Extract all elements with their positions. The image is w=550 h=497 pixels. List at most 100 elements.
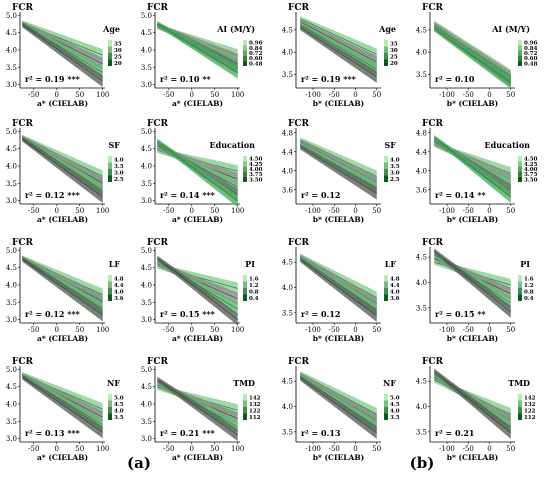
y-tick-label: 4.5 <box>282 378 293 386</box>
legend-color-swatch <box>108 394 112 401</box>
regression-line <box>300 18 377 55</box>
y-axis-label: FCR <box>12 357 34 367</box>
legend-tick-label: 3.6 <box>114 296 124 302</box>
legend-tick-label: 142 <box>524 395 536 401</box>
legend-color-swatch <box>243 60 247 66</box>
x-axis-label: a* (CIELAB) <box>37 215 88 224</box>
y-tick-label: 5.0 <box>6 12 17 20</box>
legend-color-swatch <box>518 281 522 288</box>
legend-color-swatch <box>243 413 247 420</box>
legend-tick-label: 142 <box>249 395 261 401</box>
legend-tick-label: 35 <box>114 41 122 47</box>
y-tick-label: 4.0 <box>282 167 293 175</box>
y-tick-label: 4.8 <box>416 129 427 137</box>
legend-tick-label: 3.6 <box>390 296 400 302</box>
y-tick-label: 4.5 <box>416 254 427 262</box>
legend-tick-label: 4.00 <box>249 167 263 173</box>
x-tick-label: 100 <box>231 445 244 453</box>
legend-tick-label: 25 <box>114 54 122 60</box>
x-tick-label: 0 <box>55 445 59 453</box>
y-tick-label: 3.5 <box>141 180 152 188</box>
x-tick-label: 100 <box>231 207 244 215</box>
x-tick-label: -100 <box>305 326 321 334</box>
regression-line <box>300 24 377 70</box>
chart-panel-4: 3.5 4.0 4.5 -100 -50 0 50 FCR b* (CIELAB) r² = 0.… <box>416 3 538 108</box>
x-axis-label: b* (CIELAB) <box>447 453 499 462</box>
x-tick-label: -50 <box>163 326 174 334</box>
legend-tick-label: 4.0 <box>390 289 400 295</box>
stat-label: r² = 0.15 *** <box>160 309 216 319</box>
y-tick-label: 3.5 <box>416 71 427 79</box>
chart-panel-1: 3.0 3.5 4.0 4.5 5.0 -50 0 50 100 FCR a* (CIELAB) r²… <box>6 3 122 108</box>
legend-tick-label: 3.5 <box>114 415 124 421</box>
legend-tick-label: 0.60 <box>249 56 263 62</box>
legend-tick-label: 4.50 <box>524 157 538 163</box>
legend-tick-label: 0.96 <box>249 41 263 47</box>
y-axis-label: FCR <box>422 119 444 129</box>
chart-panel-9: 3.0 3.5 4.0 4.5 5.0 -50 0 50 100 FCR a* (CIELAB) r²… <box>6 238 124 343</box>
x-axis-label: b* (CIELAB) <box>447 334 499 343</box>
x-tick-label: 100 <box>96 207 109 215</box>
y-tick-label: 4.5 <box>141 29 152 37</box>
stat-label: r² = 0.19 *** <box>25 74 81 84</box>
x-axis-label: a* (CIELAB) <box>172 334 223 343</box>
stat-label: r² = 0.15 ** <box>435 309 486 319</box>
legend-color-swatch <box>384 59 388 66</box>
x-tick-label: 50 <box>75 91 84 99</box>
legend-tick-label: 4.8 <box>390 276 400 282</box>
legend-tick-label: 122 <box>524 408 536 414</box>
regression-line <box>22 258 103 316</box>
moderator-label: TMD <box>233 378 255 388</box>
x-tick-label: 50 <box>372 445 381 453</box>
legend-color-swatch <box>108 156 112 163</box>
y-axis-label: FCR <box>422 3 444 13</box>
legend-color-swatch <box>384 413 388 420</box>
y-tick-label: 3.5 <box>141 64 152 72</box>
legend-tick-label: 1.6 <box>524 276 534 282</box>
legend-tick-label: 30 <box>114 48 122 54</box>
moderator-label: PI <box>520 259 530 269</box>
legend-color-swatch <box>108 40 112 47</box>
panel-label-b: (b) <box>410 454 435 472</box>
y-axis-label: FCR <box>12 238 34 248</box>
y-tick-label: 3.5 <box>141 418 152 426</box>
legend-color-swatch <box>243 55 247 61</box>
legend-color-swatch <box>518 40 522 46</box>
y-tick-label: 3.0 <box>141 435 152 443</box>
x-tick-label: 0 <box>55 326 59 334</box>
x-tick-label: 0 <box>487 207 491 215</box>
x-tick-label: 100 <box>231 326 244 334</box>
x-tick-label: 50 <box>75 445 84 453</box>
x-tick-label: -50 <box>329 326 340 334</box>
x-tick-label: -50 <box>163 91 174 99</box>
x-axis-label: a* (CIELAB) <box>37 453 88 462</box>
y-tick-label: 5.0 <box>6 247 17 255</box>
regression-line <box>300 259 377 317</box>
y-tick-label: 5.0 <box>141 128 152 136</box>
regression-line <box>300 377 377 434</box>
x-tick-label: 50 <box>372 91 381 99</box>
moderator-label: NF <box>383 378 396 388</box>
legend-tick-label: 0.84 <box>249 46 263 52</box>
y-tick-label: 3.0 <box>6 316 17 324</box>
legend-color-swatch <box>384 400 388 407</box>
legend-color-swatch <box>384 294 388 301</box>
stat-label: r² = 0.21 <box>435 428 474 438</box>
stat-label: r² = 0.19 *** <box>301 74 357 84</box>
y-tick-label: 4.5 <box>282 259 293 267</box>
y-axis-label: FCR <box>288 357 310 367</box>
legend-tick-label: 2.5 <box>390 177 400 183</box>
stat-label: r² = 0.10 ** <box>160 74 211 84</box>
regression-line <box>157 257 238 320</box>
y-tick-label: 4.5 <box>416 378 427 386</box>
legend-tick-label: 2.5 <box>114 177 124 183</box>
legend-tick-label: 4.0 <box>114 408 124 414</box>
x-tick-label: -50 <box>329 445 340 453</box>
legend-tick-label: 0.48 <box>249 61 263 67</box>
stat-label: r² = 0.14 *** <box>160 190 216 200</box>
x-tick-label: -50 <box>463 326 474 334</box>
legend-tick-label: 3.5 <box>114 164 124 170</box>
legend-tick-label: 25 <box>390 54 398 60</box>
chart-panel-7: 3.6 4.0 4.4 4.8 -100 -50 0 50 FCR b* (CIELAB) r² =… <box>282 119 400 224</box>
x-tick-label: 50 <box>75 207 84 215</box>
